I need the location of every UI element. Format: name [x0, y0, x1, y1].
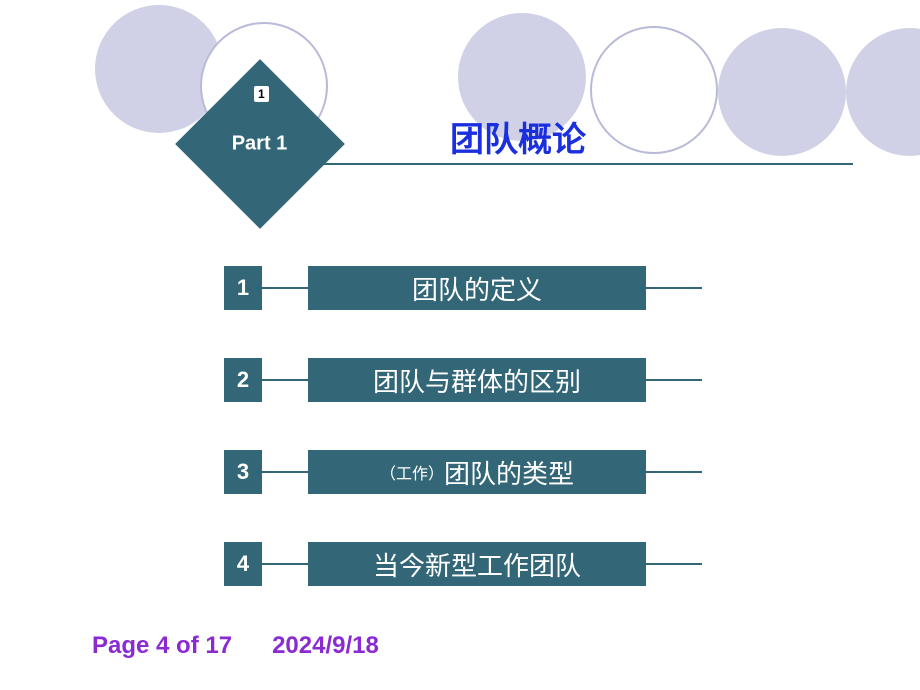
item-label: （工作）团队的类型 — [308, 450, 646, 494]
slide-date: 2024/9/18 — [272, 632, 379, 660]
decorative-circle — [590, 26, 718, 154]
part-badge: 1 — [254, 86, 269, 102]
title-underline — [305, 163, 853, 165]
connector-line — [646, 379, 702, 381]
connector-line — [262, 471, 308, 473]
connector-line — [646, 287, 702, 289]
connector-line — [262, 563, 308, 565]
list-item: 2 团队与群体的区别 — [224, 358, 702, 402]
section-title: 团队概论 — [450, 112, 586, 161]
item-label: 团队与群体的区别 — [308, 358, 646, 402]
decorative-circle — [846, 28, 920, 156]
item-label: 团队的定义 — [308, 266, 646, 310]
item-number: 3 — [224, 450, 262, 494]
connector-line — [646, 471, 702, 473]
list-item: 3 （工作）团队的类型 — [224, 450, 702, 494]
part-diamond: 1 Part 1 — [200, 84, 320, 204]
connector-line — [262, 379, 308, 381]
item-label: 当今新型工作团队 — [308, 542, 646, 586]
part-label: Part 1 — [232, 133, 288, 156]
item-number: 2 — [224, 358, 262, 402]
list-item: 1 团队的定义 — [224, 266, 702, 310]
connector-line — [646, 563, 702, 565]
decorative-circle — [718, 28, 846, 156]
item-number: 4 — [224, 542, 262, 586]
connector-line — [262, 287, 308, 289]
slide-footer: Page 4 of 17 2024/9/18 — [92, 632, 379, 660]
list-item: 4 当今新型工作团队 — [224, 542, 702, 586]
item-number: 1 — [224, 266, 262, 310]
page-number: Page 4 of 17 — [92, 632, 232, 660]
